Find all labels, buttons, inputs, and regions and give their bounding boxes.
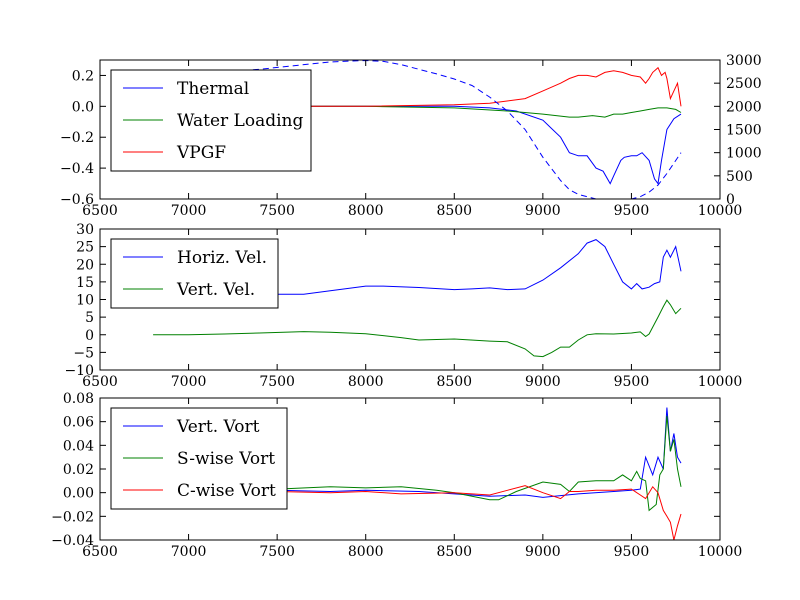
- y2-tick-label: 3000: [726, 53, 762, 69]
- legend-label: Vert. Vel.: [176, 280, 255, 300]
- y-tick-label: 0: [85, 328, 94, 344]
- x-tick-label: 8500: [436, 203, 472, 219]
- series-line-thermal: [277, 105, 682, 185]
- y-tick-label: 0.00: [63, 486, 94, 502]
- legend-label: S-wise Vort: [177, 449, 275, 469]
- y-tick-label: 25: [76, 240, 94, 256]
- x-tick-label: 8500: [436, 374, 472, 390]
- y2-tick-label: 500: [726, 169, 753, 185]
- x-tick-label: 7500: [259, 544, 295, 560]
- x-tick-label: 8000: [348, 544, 384, 560]
- x-tick-label: 8500: [436, 544, 472, 560]
- y-tick-label: −0.4: [60, 161, 94, 177]
- y2-tick-label: 2500: [726, 76, 762, 92]
- y-tick-label: −0.04: [51, 533, 94, 549]
- y-tick-label: −5: [73, 345, 94, 361]
- x-tick-label: 10000: [698, 374, 743, 390]
- y-tick-label: 10: [76, 293, 94, 309]
- x-tick-label: 9500: [614, 203, 650, 219]
- y2-tick-label: 2000: [726, 99, 762, 115]
- y-tick-label: 0.08: [63, 391, 94, 407]
- chart-panel-3: 6500 7000 7500 8000 8500 9000 9500 10000 −0.04 −0…: [51, 391, 742, 560]
- legend: Vert. Vort S-wise Vort C-wise Vort: [110, 407, 288, 510]
- series-line-horiz-vel: [277, 239, 682, 295]
- y2-tick-label: 1000: [726, 146, 762, 162]
- x-tick-label: 7500: [259, 374, 295, 390]
- y-tick-label: 0.2: [72, 68, 94, 84]
- x-tick-label: 6500: [82, 374, 118, 390]
- chart-panel-1: 6500 7000 7500 8000 8500 9000 9500 10000−0.6−0.…: [60, 53, 762, 219]
- x-tick-label: 9500: [614, 374, 650, 390]
- x-tick-label: 7000: [171, 544, 207, 560]
- x-tick-label: 10000: [698, 203, 743, 219]
- y-tick-label: −10: [64, 363, 94, 379]
- y-tick-label: 30: [76, 222, 94, 238]
- series-line-water-loading: [277, 105, 682, 118]
- series-line-c-wise-vort: [277, 485, 682, 540]
- y-tick-label: 0.04: [63, 438, 94, 454]
- chart-panel-2: 6500 7000 7500 8000 8500 9000 9500 10000 −10 −50 5…: [64, 222, 742, 390]
- series-line-vert-vort: [277, 407, 682, 498]
- x-tick-label: 7000: [171, 374, 207, 390]
- x-tick-label: 6500: [82, 544, 118, 560]
- legend-box: [110, 238, 279, 309]
- y-tick-label: 20: [76, 257, 94, 273]
- y2-tick-label: 0: [726, 192, 735, 208]
- y-tick-label: 15: [76, 275, 94, 291]
- y-tick-label: 0.06: [63, 415, 94, 431]
- y-tick-label: −0.2: [60, 130, 94, 146]
- x-tick-label: 9000: [525, 374, 561, 390]
- y-tick-label: −0.02: [51, 509, 94, 525]
- x-tick-label: 7000: [171, 203, 207, 219]
- x-tick-label: 7500: [259, 203, 295, 219]
- legend-label: Horiz. Vel.: [177, 248, 267, 268]
- series-line-vpgf: [277, 66, 682, 107]
- y2-tick-label: 1500: [726, 123, 762, 139]
- legend-label: Water Loading: [177, 111, 303, 131]
- series-line-vert-vel: [153, 299, 682, 358]
- y-tick-label: 5: [85, 310, 94, 326]
- y-tick-label: 0.02: [63, 462, 94, 478]
- legend-label: VPGF: [176, 143, 226, 163]
- x-tick-label: 10000: [698, 544, 743, 560]
- x-tick-label: 6500: [82, 203, 118, 219]
- legend: Horiz. Vel. Vert. Vel.: [110, 238, 279, 309]
- x-tick-label: 9000: [525, 544, 561, 560]
- y-tick-label: −0.6: [60, 192, 94, 208]
- x-tick-label: 8000: [348, 374, 384, 390]
- legend-label: Thermal: [177, 79, 249, 99]
- x-tick-label: 8000: [348, 203, 384, 219]
- x-tick-label: 9500: [614, 544, 650, 560]
- y-tick-label: 0.0: [72, 99, 94, 115]
- series-line-secondary-axis: [153, 60, 682, 199]
- legend-label: C-wise Vort: [177, 481, 276, 501]
- legend-label: Vert. Vort: [176, 417, 260, 437]
- legend: Thermal Water Loading VPGF: [110, 69, 312, 172]
- x-tick-label: 9000: [525, 203, 561, 219]
- series-line-s-wise-vort: [277, 415, 682, 512]
